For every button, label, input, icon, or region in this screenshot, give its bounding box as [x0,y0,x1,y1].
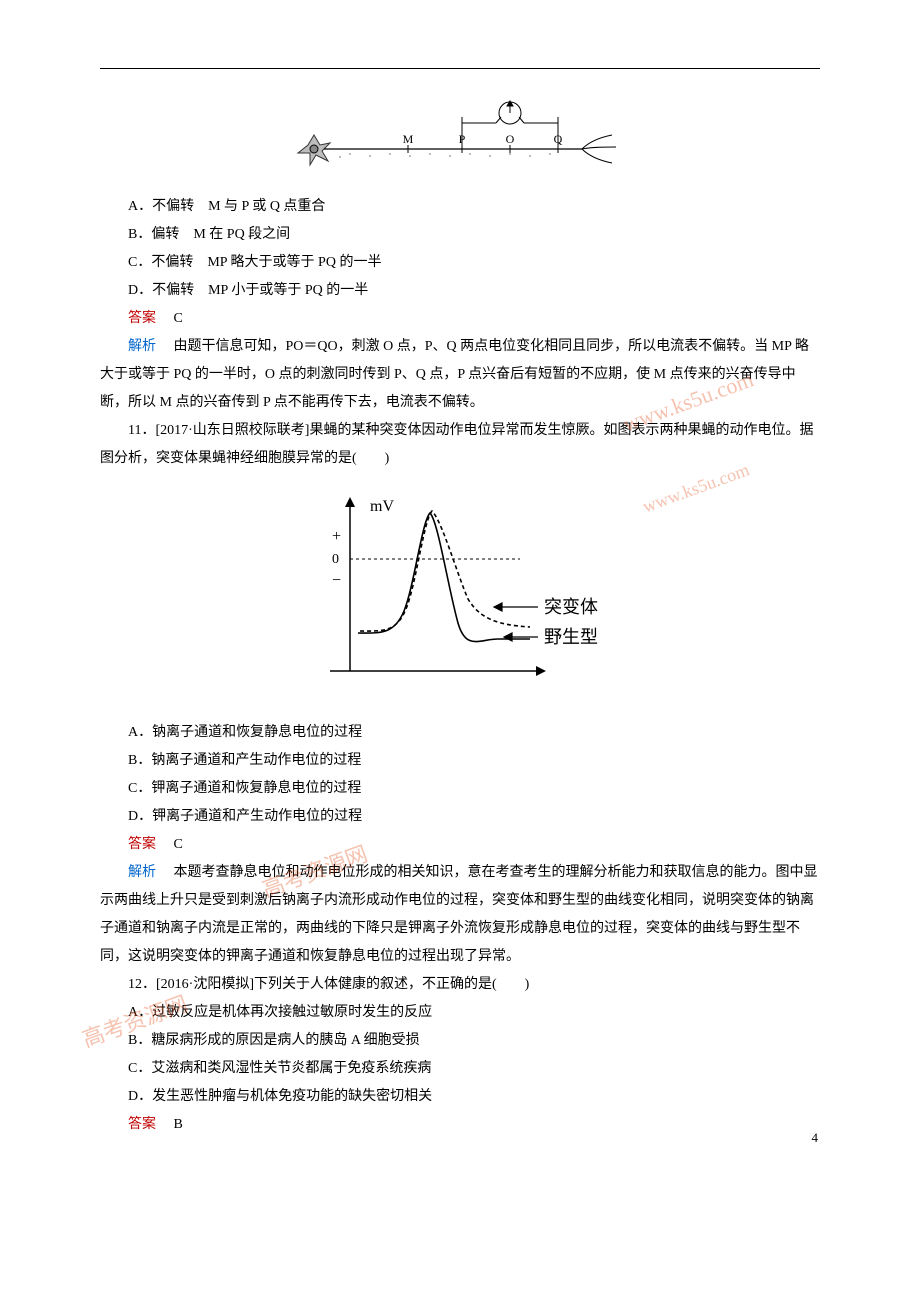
spacer [160,865,174,880]
analysis-label: 解析 [128,865,156,880]
q10-answer-value [160,311,174,326]
answer-label: 答案 [128,1117,156,1132]
action-potential-chart: mV + 0 − 突变体 野生型 [310,491,610,701]
legend-mutant: 突变体 [544,597,598,617]
q12-stem: 12．[2016·沈阳模拟]下列关于人体健康的叙述，不正确的是( ) [100,971,820,999]
q10-option-d: D．不偏转 MP 小于或等于 PQ 的一半 [100,277,820,305]
q10-option-c: C．不偏转 MP 略大于或等于 PQ 的一半 [100,249,820,277]
q11-option-d: D．钾离子通道和产生动作电位的过程 [100,803,820,831]
q11-analysis: 本题考查静息电位和动作电位形成的相关知识，意在考查考生的理解分析能力和获取信息的… [100,865,818,964]
q12-option-c: C．艾滋病和类风湿性关节炎都属于免疫系统疾病 [100,1055,820,1083]
q10-option-a: A．不偏转 M 与 P 或 Q 点重合 [100,193,820,221]
q12-option-d: D．发生恶性肿瘤与机体免疫功能的缺失密切相关 [100,1083,820,1111]
neuron-figure: M P O Q [290,99,630,179]
spacer [160,339,174,354]
answer-label: 答案 [128,837,156,852]
q12-answer: B [174,1117,183,1132]
legend-wild: 野生型 [544,627,598,647]
q10-analysis: 由题干信息可知，PO＝QO，刺激 O 点，P、Q 两点电位变化相同且同步，所以电… [100,339,809,410]
q12-option-b: B．糖尿病形成的原因是病人的胰岛 A 细胞受损 [100,1027,820,1055]
neuron-label-o: O [506,132,515,146]
answer-label: 答案 [128,311,156,326]
mutant-line [360,511,530,631]
q11-option-c: C．钾离子通道和恢复静息电位的过程 [100,775,820,803]
neuron-label-m: M [403,132,414,146]
y-unit: mV [370,498,394,515]
q10-option-b: B．偏转 M 在 PQ 段之间 [100,221,820,249]
y-zero: 0 [332,552,339,567]
page-number: 4 [812,1125,819,1151]
q11-option-b: B．钠离子通道和产生动作电位的过程 [100,747,820,775]
spacer [160,1117,174,1132]
y-minus: − [332,572,341,589]
q11-answer: C [174,837,183,852]
analysis-label: 解析 [128,339,156,354]
q11-option-a: A．钠离子通道和恢复静息电位的过程 [100,719,820,747]
q10-answer: C [174,311,183,326]
y-plus: + [332,528,341,545]
q12-option-a: A．过敏反应是机体再次接触过敏原时发生的反应 [100,999,820,1027]
header-divider [100,68,820,69]
q11-stem: 11．[2017·山东日照校际联考]果蝇的某种突变体因动作电位异常而发生惊厥。如… [100,417,820,473]
spacer [160,837,174,852]
